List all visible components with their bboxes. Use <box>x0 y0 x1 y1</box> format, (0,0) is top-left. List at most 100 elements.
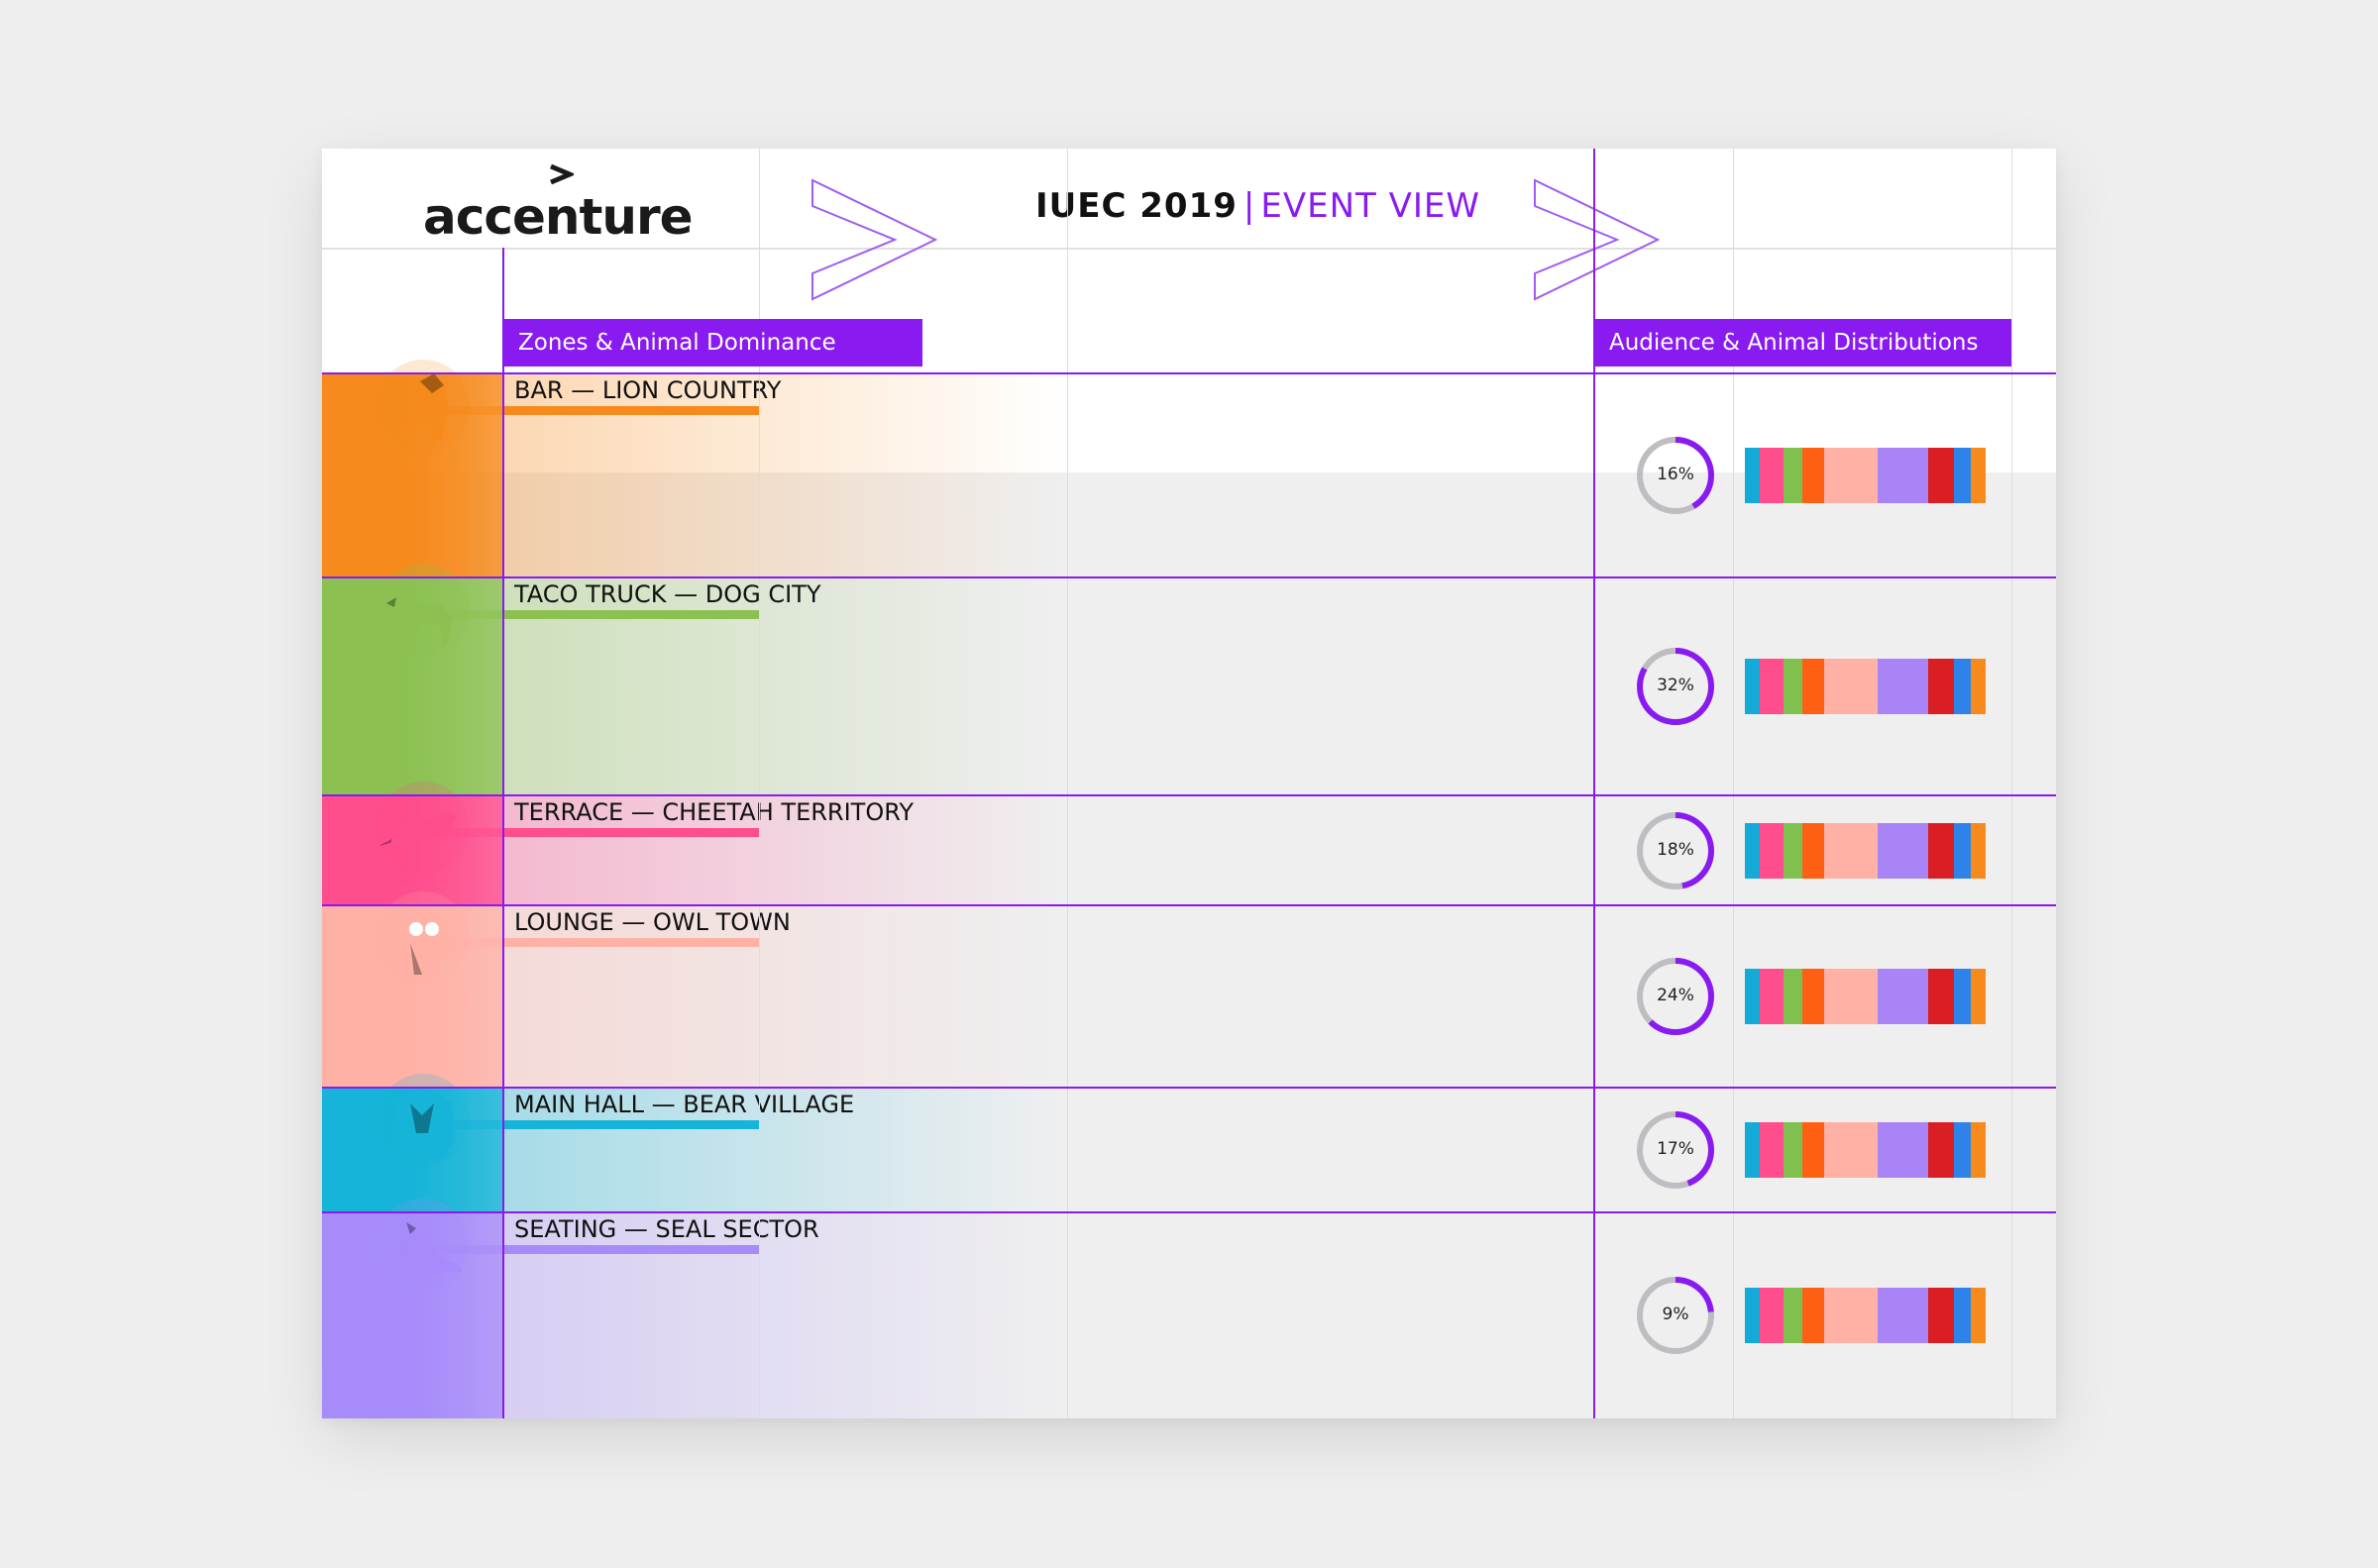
audience-percent: 9% <box>1662 1305 1689 1324</box>
distribution-segment <box>1783 969 1803 1024</box>
zone-bar-shadow <box>401 1245 503 1254</box>
distribution-segment <box>1954 1122 1972 1178</box>
distribution-segment <box>1927 448 1955 503</box>
distribution-segment <box>1824 659 1878 714</box>
animal-distribution-bar <box>1745 1122 1986 1178</box>
audience-donut <box>1637 1277 1714 1354</box>
audience-donut <box>1637 437 1714 514</box>
bear-icon <box>377 1074 470 1167</box>
zone-bar <box>503 1120 759 1129</box>
distribution-segment <box>1824 448 1878 503</box>
audience-donut <box>1637 812 1714 889</box>
audience-section-tab: Audience & Animal Distributions <box>1595 319 2011 366</box>
distribution-segment <box>1927 1122 1955 1178</box>
distribution-segment <box>1759 448 1784 503</box>
zone-label: MAIN HALL — BEAR VILLAGE <box>514 1091 855 1118</box>
distribution-segment <box>1877 1122 1928 1178</box>
zone-bar <box>503 610 759 619</box>
accenture-chevron-icon <box>550 163 574 185</box>
lion-icon <box>377 360 470 453</box>
zone-color-block <box>322 795 503 905</box>
distribution-segment <box>1783 659 1803 714</box>
decor-chevron-right-icon <box>1534 178 1661 301</box>
distribution-segment <box>1877 823 1928 879</box>
title-event: IUEC 2019 <box>1035 186 1238 226</box>
owl-icon <box>377 891 470 985</box>
title-view: EVENT VIEW <box>1260 186 1480 226</box>
distribution-segment <box>1877 969 1928 1024</box>
grid-line <box>1067 149 1068 1418</box>
zone-row: MAIN HALL — BEAR VILLAGE 17% <box>322 1074 2056 1212</box>
animal-distribution-bar <box>1745 969 1986 1024</box>
distribution-segment <box>1745 969 1760 1024</box>
distribution-segment <box>1745 1288 1760 1343</box>
row-divider <box>322 576 2056 578</box>
distribution-segment <box>1927 969 1955 1024</box>
audience-donut <box>1637 648 1714 725</box>
distribution-segment <box>1745 823 1760 879</box>
grid-line <box>1733 149 1734 1418</box>
cheetah-icon <box>377 782 470 875</box>
zone-row: BAR — LION COUNTRY 16% <box>322 360 2056 577</box>
zone-bar-shadow <box>401 828 503 837</box>
zone-row: SEATING — SEAL SECTOR 9% <box>322 1199 2056 1418</box>
decor-chevron-left-icon <box>811 178 938 301</box>
zone-label: TERRACE — CHEETAH TERRITORY <box>514 798 915 826</box>
distribution-segment <box>1824 823 1878 879</box>
distribution-segment <box>1745 659 1760 714</box>
audience-percent: 24% <box>1657 986 1694 1005</box>
distribution-segment <box>1877 659 1928 714</box>
distribution-segment <box>1927 659 1955 714</box>
zone-label: SEATING — SEAL SECTOR <box>514 1215 819 1243</box>
distribution-segment <box>1783 823 1803 879</box>
distribution-segment <box>1824 1122 1878 1178</box>
zone-bar-shadow <box>401 406 503 415</box>
distribution-segment <box>1971 659 1986 714</box>
animal-distribution-bar <box>1745 659 1986 714</box>
zone-bar <box>503 1245 759 1254</box>
distribution-segment <box>1759 823 1784 879</box>
header-bar: accenture IUEC 2019 | EVENT VIEW <box>322 149 2056 250</box>
zone-bar <box>503 938 759 947</box>
distribution-segment <box>1877 1288 1928 1343</box>
distribution-segment <box>1954 659 1972 714</box>
distribution-segment <box>1783 1122 1803 1178</box>
distribution-segment <box>1802 1288 1825 1343</box>
zone-bar <box>503 828 759 837</box>
audience-donut <box>1637 958 1714 1035</box>
zone-row: LOUNGE — OWL TOWN 24% <box>322 891 2056 1088</box>
distribution-segment <box>1759 659 1784 714</box>
distribution-segment <box>1971 448 1986 503</box>
distribution-segment <box>1971 823 1986 879</box>
row-divider <box>322 794 2056 796</box>
zone-bar-shadow <box>401 938 503 947</box>
distribution-segment <box>1759 1122 1784 1178</box>
distribution-segment <box>1802 969 1825 1024</box>
zones-section-tab: Zones & Animal Dominance <box>504 319 922 366</box>
zone-label: TACO TRUCK — DOG CITY <box>514 580 821 608</box>
distribution-segment <box>1954 448 1972 503</box>
animal-distribution-bar <box>1745 448 1986 503</box>
zone-row: TERRACE — CHEETAH TERRITORY 18% <box>322 782 2056 905</box>
zone-label: BAR — LION COUNTRY <box>514 376 782 404</box>
zone-row: TACO TRUCK — DOG CITY 32% <box>322 564 2056 795</box>
distribution-segment <box>1783 1288 1803 1343</box>
distribution-segment <box>1824 969 1878 1024</box>
row-divider <box>322 1087 2056 1089</box>
distribution-segment <box>1954 969 1972 1024</box>
audience-percent: 32% <box>1657 676 1694 695</box>
distribution-segment <box>1971 969 1986 1024</box>
audience-percent: 18% <box>1657 840 1694 860</box>
accenture-logo: accenture <box>423 188 694 246</box>
zone-bar <box>503 406 759 415</box>
distribution-segment <box>1802 823 1825 879</box>
distribution-segment <box>1971 1288 1986 1343</box>
distribution-segment <box>1927 823 1955 879</box>
row-divider <box>322 1211 2056 1213</box>
zone-bar-shadow <box>401 610 503 619</box>
distribution-segment <box>1824 1288 1878 1343</box>
distribution-segment <box>1802 1122 1825 1178</box>
audience-donut <box>1637 1111 1714 1189</box>
audience-percent: 16% <box>1657 465 1694 484</box>
distribution-segment <box>1783 448 1803 503</box>
